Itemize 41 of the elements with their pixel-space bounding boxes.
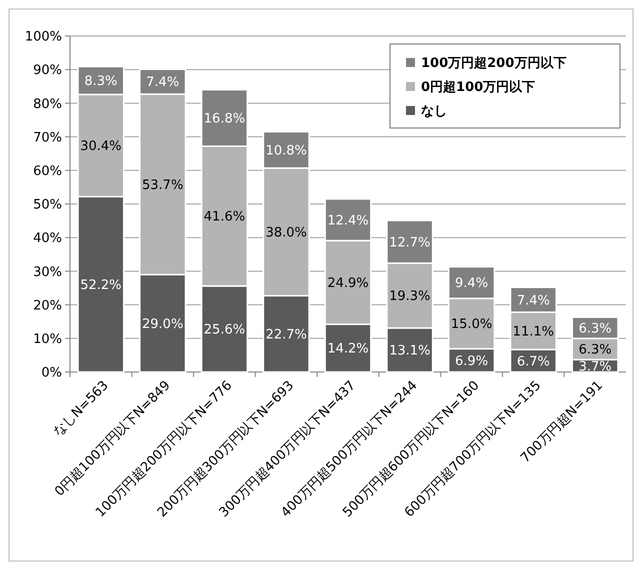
data-label: 53.7% [142, 178, 184, 193]
data-label: 15.0% [450, 317, 492, 332]
y-tick-label: 80% [33, 96, 62, 112]
data-label: 25.6% [204, 322, 246, 338]
legend-label: 100万円超200万円以下 [421, 56, 566, 72]
data-label: 10.8% [266, 143, 307, 158]
y-tick-label: 90% [33, 63, 62, 78]
y-tick-label: 10% [33, 332, 62, 347]
data-label: 6.3% [578, 321, 612, 336]
legend-label: なし [421, 104, 447, 120]
data-label: 12.4% [327, 213, 369, 228]
data-label: 14.2% [327, 342, 369, 357]
y-tick-label: 100% [24, 30, 62, 45]
data-label: 24.9% [327, 276, 369, 292]
y-tick-label: 30% [33, 264, 62, 280]
legend-label: 0円超100万円以下 [421, 80, 536, 96]
data-label: 7.4% [516, 293, 550, 308]
y-tick-label: 0% [41, 366, 62, 381]
data-label: 6.9% [455, 354, 488, 369]
data-label: 16.8% [204, 112, 246, 127]
data-label: 29.0% [142, 316, 184, 332]
data-label: 52.2% [80, 278, 122, 293]
y-tick-label: 60% [33, 164, 62, 179]
data-label: 41.6% [204, 210, 246, 225]
data-label: 38.0% [266, 225, 307, 240]
data-label: 22.7% [266, 327, 307, 342]
data-label: 9.4% [455, 276, 488, 292]
data-label: 12.7% [389, 235, 430, 250]
y-tick-label: 20% [33, 298, 62, 314]
data-label: 6.7% [516, 354, 550, 370]
data-label: 7.4% [146, 75, 180, 90]
data-label: 8.3% [84, 74, 118, 90]
data-label: 19.3% [389, 289, 430, 304]
y-tick-label: 50% [33, 198, 62, 213]
y-tick-label: 70% [33, 130, 62, 146]
data-label: 6.3% [578, 342, 612, 358]
data-label: 13.1% [389, 344, 430, 359]
data-label: 11.1% [512, 324, 554, 340]
data-label: 30.4% [80, 139, 122, 154]
y-tick-label: 40% [33, 231, 62, 246]
data-label: 3.7% [578, 359, 612, 374]
